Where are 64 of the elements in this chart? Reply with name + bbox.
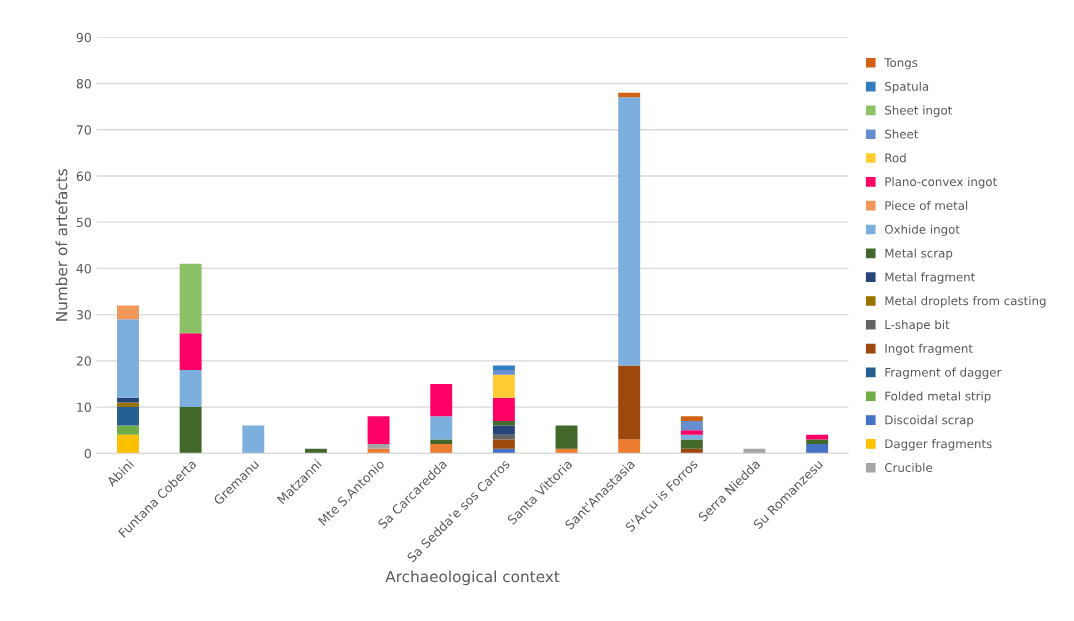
bar bbox=[179, 407, 202, 454]
bar bbox=[618, 97, 641, 366]
legend-label: Folded metal strip bbox=[885, 391, 991, 403]
legend-label: Plano-convex ingot bbox=[885, 177, 997, 189]
bar bbox=[430, 439, 453, 445]
bar bbox=[367, 444, 390, 449]
legend-label: Rod bbox=[885, 153, 906, 163]
y-tick-label: 80 bbox=[76, 78, 91, 89]
legend-label: Fragment of dagger bbox=[885, 367, 1002, 380]
bar bbox=[492, 370, 515, 375]
y-tick-label: 60 bbox=[76, 171, 91, 181]
bar bbox=[179, 333, 202, 371]
y-tick-label: 70 bbox=[76, 125, 91, 135]
y-tick-label: 0 bbox=[84, 448, 91, 459]
y-tick-label: 50 bbox=[76, 217, 91, 228]
bar bbox=[117, 402, 139, 408]
legend-label: Oxhide ingot bbox=[884, 224, 960, 237]
bar bbox=[492, 374, 515, 398]
legend-label: Crucible bbox=[884, 462, 933, 473]
legend-label: Metal scrap bbox=[885, 248, 953, 260]
y-tick-label: 10 bbox=[77, 402, 91, 413]
bar bbox=[179, 263, 202, 334]
legend-label: L-shape bit bbox=[885, 319, 950, 332]
bar bbox=[430, 444, 453, 454]
bar bbox=[806, 444, 829, 454]
legend-label: Sheet ingot bbox=[885, 105, 953, 117]
legend-label: Tongs bbox=[884, 58, 918, 70]
legend-label: Spatula bbox=[885, 81, 929, 94]
legend-label: Sheet bbox=[885, 129, 919, 139]
bar bbox=[430, 383, 453, 417]
bar bbox=[117, 434, 139, 454]
bar bbox=[680, 420, 703, 431]
bar bbox=[117, 305, 139, 320]
legend-label: Dagger fragments bbox=[885, 439, 992, 451]
x-axis-title: Archaeological context bbox=[385, 570, 560, 586]
y-axis-title: Number of artefacts bbox=[55, 169, 68, 321]
bar bbox=[242, 425, 265, 454]
legend-label: Piece of metal bbox=[885, 200, 968, 210]
bar bbox=[806, 439, 829, 445]
bar bbox=[117, 319, 139, 398]
bar bbox=[367, 416, 390, 445]
y-tick-label: 90 bbox=[76, 32, 91, 43]
bar bbox=[492, 365, 515, 371]
legend-label: Ingot fragment bbox=[885, 343, 973, 356]
bar bbox=[680, 430, 703, 435]
bar bbox=[430, 416, 453, 440]
bar bbox=[680, 439, 703, 449]
bar bbox=[492, 420, 515, 426]
legend-label: Metal fragment bbox=[885, 272, 975, 284]
bar bbox=[492, 439, 515, 449]
y-tick-label: 20 bbox=[76, 356, 91, 366]
y-tick-label: 30 bbox=[76, 310, 91, 320]
bar bbox=[492, 425, 515, 435]
bar bbox=[555, 425, 578, 449]
bar bbox=[618, 365, 641, 440]
bar bbox=[618, 439, 641, 454]
bar bbox=[179, 370, 202, 408]
y-tick-label: 40 bbox=[76, 263, 91, 274]
legend-label: Metal droplets from casting bbox=[885, 296, 1046, 308]
bar bbox=[492, 397, 515, 421]
bar bbox=[117, 425, 139, 435]
bar bbox=[117, 407, 139, 426]
bar bbox=[680, 416, 703, 421]
legend-label: Discoidal scrap bbox=[885, 415, 974, 427]
